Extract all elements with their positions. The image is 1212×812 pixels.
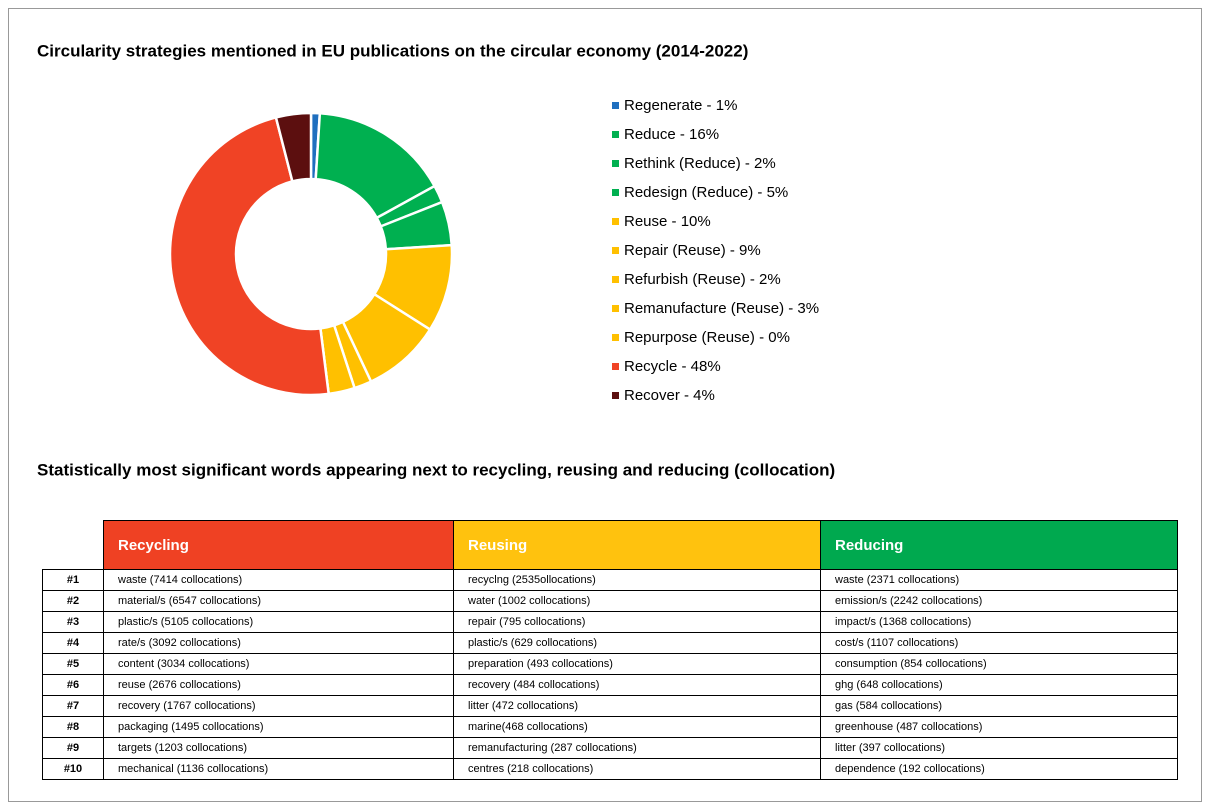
table-cell: mechanical (1136 collocations) (103, 758, 454, 780)
frame (8, 8, 1202, 802)
table-row: #1 waste (7414 collocations) recyclng (253… (42, 569, 1178, 591)
table-cell: content (3034 collocations) (103, 653, 454, 675)
table-row: #7 recovery (1767 collocations) litter (47… (42, 695, 1178, 717)
table-cell: plastic/s (629 collocations) (453, 632, 821, 654)
table-title: Statistically most significant words app… (37, 460, 835, 479)
table-cell: waste (2371 collocations) (820, 569, 1178, 591)
table-cell: impact/s (1368 collocations) (820, 611, 1178, 633)
table-cell: gas (584 collocations) (820, 695, 1178, 717)
row-index: #4 (42, 632, 104, 654)
legend-swatch (612, 392, 619, 399)
legend-label: Reduce - 16% (624, 126, 719, 143)
table-row: #5 content (3034 collocations) preparation… (42, 653, 1178, 675)
legend-label: Repair (Reuse) - 9% (624, 242, 761, 259)
header-cell: Reducing (820, 520, 1178, 570)
header-row: Recycling Reusing Reducing (42, 520, 1178, 570)
row-index: #5 (42, 653, 104, 675)
legend-swatch (612, 305, 619, 312)
table-row: #6 reuse (2676 collocations) recovery (484… (42, 674, 1178, 696)
header-cell: Recycling (103, 520, 454, 570)
chart-title: Circularity strategies mentioned in EU p… (37, 41, 748, 60)
table-cell: recovery (1767 collocations) (103, 695, 454, 717)
table-cell: remanufacturing (287 collocations) (453, 737, 821, 759)
legend-label: Rethink (Reduce) - 2% (624, 155, 776, 172)
legend-swatch (612, 160, 619, 167)
legend-label: Recycle - 48% (624, 358, 721, 375)
legend-swatch (612, 276, 619, 283)
legend-label: Regenerate - 1% (624, 97, 737, 114)
legend-swatch (612, 247, 619, 254)
row-index: #10 (42, 758, 104, 780)
header-cell (42, 520, 104, 570)
table-cell: packaging (1495 collocations) (103, 716, 454, 738)
table-cell: consumption (854 collocations) (820, 653, 1178, 675)
table-cell: recyclng (2535ollocations) (453, 569, 821, 591)
table-cell: marine(468 collocations) (453, 716, 821, 738)
table-cell: plastic/s (5105 collocations) (103, 611, 454, 633)
legend-label: Remanufacture (Reuse) - 3% (624, 300, 819, 317)
row-index: #8 (42, 716, 104, 738)
table-row: #9 targets (1203 collocations) remanufactu… (42, 737, 1178, 759)
legend-swatch (612, 334, 619, 341)
row-index: #2 (42, 590, 104, 612)
legend-label: Recover - 4% (624, 387, 715, 404)
table-cell: reuse (2676 collocations) (103, 674, 454, 696)
slice (274, 111, 313, 183)
row-index: #1 (42, 569, 104, 591)
table-row: #8 packaging (1495 collocations) marine(46… (42, 716, 1178, 738)
table: Recycling Reusing Reducing #1 waste (7414 co… (42, 520, 1178, 780)
table-cell: greenhouse (487 collocations) (820, 716, 1178, 738)
table-cell: material/s (6547 collocations) (103, 590, 454, 612)
table-cell: dependence (192 collocations) (820, 758, 1178, 780)
row-index: #6 (42, 674, 104, 696)
table-cell: targets (1203 collocations) (103, 737, 454, 759)
row-index: #9 (42, 737, 104, 759)
table-cell: waste (7414 collocations) (103, 569, 454, 591)
row-index: #7 (42, 695, 104, 717)
legend-label: Redesign (Reduce) - 5% (624, 184, 788, 201)
table-cell: cost/s (1107 collocations) (820, 632, 1178, 654)
table-cell: repair (795 collocations) (453, 611, 821, 633)
table-row: #2 material/s (6547 collocations) water (1… (42, 590, 1178, 612)
legend-swatch (612, 363, 619, 370)
legend-label: Repurpose (Reuse) - 0% (624, 329, 790, 346)
table-cell: centres (218 collocations) (453, 758, 821, 780)
table-cell: litter (397 collocations) (820, 737, 1178, 759)
table-cell: ghg (648 collocations) (820, 674, 1178, 696)
table-cell: preparation (493 collocations) (453, 653, 821, 675)
table-cell: litter (472 collocations) (453, 695, 821, 717)
row-index: #3 (42, 611, 104, 633)
legend-swatch (612, 102, 619, 109)
legend-label: Refurbish (Reuse) - 2% (624, 271, 781, 288)
legend-swatch (612, 218, 619, 225)
legend-swatch (612, 189, 619, 196)
table-cell: recovery (484 collocations) (453, 674, 821, 696)
table-row: #4 rate/s (3092 collocations) plastic/s (6… (42, 632, 1178, 654)
table-cell: water (1002 collocations) (453, 590, 821, 612)
slice (168, 115, 331, 397)
header-cell: Reusing (453, 520, 821, 570)
legend-swatch (612, 131, 619, 138)
table-row: #10 mechanical (1136 collocations) centres… (42, 758, 1178, 780)
legend-label: Reuse - 10% (624, 213, 711, 230)
table-row: #3 plastic/s (5105 collocations) repair (7… (42, 611, 1178, 633)
table-cell: emission/s (2242 collocations) (820, 590, 1178, 612)
table-cell: rate/s (3092 collocations) (103, 632, 454, 654)
